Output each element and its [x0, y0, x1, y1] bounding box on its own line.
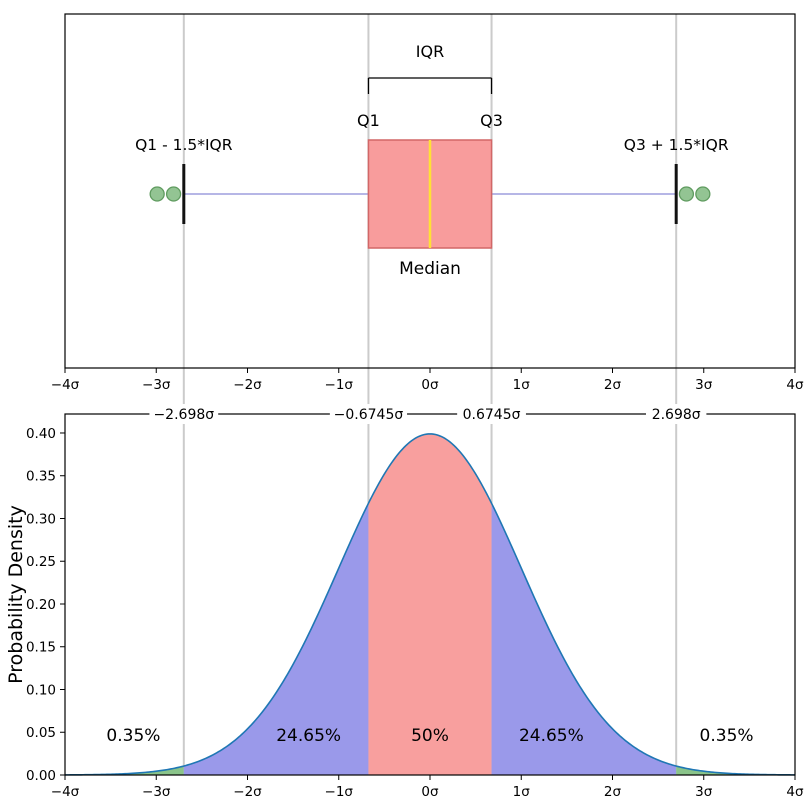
lower-fence-label: Q1 - 1.5*IQR [135, 136, 233, 154]
pdf-x-tick-label: −3σ [142, 784, 171, 800]
pdf-y-tick-label: 0.35 [26, 469, 56, 485]
region-fill-right-tail [676, 766, 795, 775]
pdf-y-tick-label: 0.10 [26, 682, 56, 698]
outlier-point [678, 186, 695, 202]
pdf-x-tick-label: −4σ [51, 784, 80, 800]
pdf-y-tick-label: 0.05 [26, 725, 56, 741]
boxplot-x-tick-label: 0σ [421, 377, 439, 393]
q1-label: Q1 [357, 111, 380, 130]
boundary-label-bg [149, 404, 219, 424]
boundary-label-bg [329, 404, 408, 424]
pdf-x-tick-label: −1σ [325, 784, 354, 800]
region-percent-label: 24.65% [519, 726, 584, 746]
boxplot-panel: IQR Q1 Q3 Q1 - 1.5*IQR Q3 + 1.5*IQR Median −4σ… [51, 13, 804, 393]
pdf-y-tick-label: 0.00 [26, 768, 56, 784]
region-percent-label: 0.35% [106, 726, 160, 746]
y-axis-title: Probability Density [5, 505, 27, 684]
boundary-label: −0.6745σ [334, 407, 404, 423]
pdf-panel: −2.698σ −0.6745σ 0.6745σ 2.698σ 0.00 0.05 0.10… [5, 404, 804, 800]
boundary-label: 2.698σ [652, 407, 701, 423]
boundary-label-bg [457, 404, 526, 424]
boxplot-x-tick-label: 2σ [604, 377, 622, 393]
q3-label: Q3 [480, 111, 503, 130]
pdf-y-tick-label: 0.15 [26, 640, 56, 656]
pdf-x-tick-label: −2σ [233, 784, 262, 800]
iqr-label: IQR [416, 42, 444, 61]
pdf-y-tick-label: 0.30 [26, 511, 56, 527]
pdf-y-tick-label: 0.40 [26, 426, 56, 442]
pdf-y-tick-label: 0.25 [26, 554, 56, 570]
outlier-point [165, 186, 182, 202]
region-fill-center [368, 433, 492, 775]
pdf-curve [64, 433, 796, 776]
boundary-label: 0.6745σ [463, 407, 521, 423]
pdf-x-tick-label: 2σ [604, 784, 622, 800]
boundary-label-bg [645, 404, 707, 424]
boundary-label: −2.698σ [153, 407, 214, 423]
boxplot-x-tick-label: 1σ [513, 377, 531, 393]
pdf-x-tick-label: 0σ [421, 784, 439, 800]
region-fill-right-mid [491, 503, 677, 775]
boxplot-x-tick-label: −3σ [142, 377, 171, 393]
boxplot-x-tick-label: −2σ [233, 377, 262, 393]
outlier-point [149, 186, 165, 202]
region-fill-left-mid [183, 503, 369, 775]
upper-fence-label: Q3 + 1.5*IQR [624, 136, 729, 154]
boxplot-x-tick-label: −1σ [325, 377, 354, 393]
outlier-point [695, 186, 711, 202]
pdf-y-tick-label: 0.20 [26, 597, 56, 613]
region-fill-left-tail [65, 766, 184, 775]
region-percent-label: 0.35% [700, 726, 754, 746]
region-percent-label: 50% [411, 726, 449, 746]
pdf-x-tick-label: 1σ [513, 784, 531, 800]
pdf-x-tick-label: 4σ [786, 784, 804, 800]
boxplot-x-tick-label: 3σ [695, 377, 713, 393]
pdf-x-tick-label: 3σ [695, 784, 713, 800]
boxplot-x-tick-label: −4σ [51, 377, 80, 393]
median-label: Median [399, 259, 461, 279]
boxplot-x-tick-label: 4σ [786, 377, 804, 393]
region-percent-label: 24.65% [276, 726, 341, 746]
